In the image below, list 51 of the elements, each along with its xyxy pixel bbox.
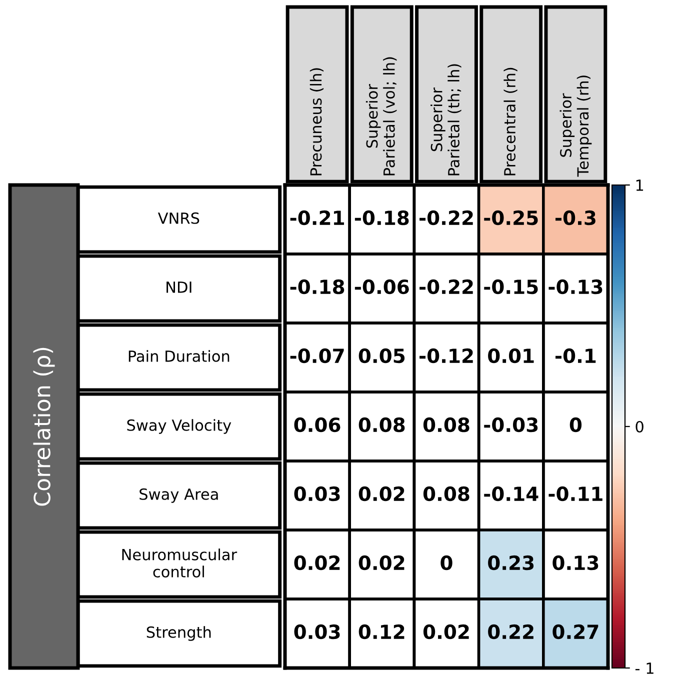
- data-label: 0.22: [488, 624, 534, 640]
- text: 0.05: [358, 348, 405, 364]
- text: 0.02: [358, 486, 404, 502]
- x-tick-label: Superior Parietal (vol; lh): [366, 57, 397, 176]
- text: 0.02: [294, 555, 340, 570]
- text: -0.11: [548, 486, 602, 502]
- x-tick-label: Precuneus (lh): [310, 68, 324, 176]
- y-axis-title: Correlation (ρ): [33, 348, 55, 506]
- text: 0.08: [358, 417, 405, 432]
- text: 0.02: [423, 624, 469, 640]
- text: 0: [440, 555, 452, 570]
- text: 0.03: [294, 486, 340, 502]
- text: 0: [570, 417, 582, 432]
- x-tick-label: Superior Temporal (rh): [560, 76, 592, 177]
- text: -0.18: [290, 279, 344, 294]
- data-label: -0.25: [484, 210, 538, 226]
- text: -0.03: [484, 417, 538, 432]
- data-label: 0.23: [488, 555, 534, 570]
- y-tick-label: Neuromuscular control: [122, 548, 238, 578]
- text: 0.12: [358, 624, 404, 640]
- text: 0.08: [423, 417, 470, 432]
- data-label: -0.3: [555, 210, 596, 226]
- y-tick-label: VNRS: [158, 212, 200, 224]
- color-bar-label: 1: [636, 180, 644, 191]
- y-tick-label: Sway Velocity: [127, 419, 232, 434]
- text: -0.18: [354, 210, 409, 226]
- y-tick-label: Strength: [146, 626, 211, 641]
- text: -0.06: [354, 279, 409, 294]
- text: -0.13: [548, 279, 602, 294]
- text: -0.12: [420, 348, 473, 364]
- y-tick-label: Pain Duration: [128, 350, 230, 362]
- data-label: 0.27: [552, 624, 598, 640]
- color-bar-label: 0: [636, 420, 644, 433]
- y-tick-label: Sway Area: [140, 488, 218, 503]
- text: -0.1: [555, 348, 596, 364]
- text: -0.21: [290, 210, 344, 226]
- text: -0.14: [484, 486, 538, 502]
- text: -0.22: [420, 210, 473, 226]
- x-tick-label: Precentral (rh): [504, 68, 518, 176]
- text: 0.02: [358, 555, 404, 570]
- text: -0.07: [290, 348, 344, 364]
- x-tick-label: Superior Parietal (th; lh): [430, 64, 462, 176]
- text: 0.01: [488, 348, 534, 364]
- text: 0.13: [552, 555, 598, 570]
- text: 0.03: [294, 624, 340, 640]
- text: -0.22: [420, 279, 473, 294]
- text: -0.15: [484, 279, 538, 294]
- text: 0.06: [294, 417, 340, 432]
- y-tick-label: NDI: [166, 282, 192, 293]
- text: 0.08: [423, 486, 470, 502]
- color-bar-label: - 1: [635, 662, 654, 674]
